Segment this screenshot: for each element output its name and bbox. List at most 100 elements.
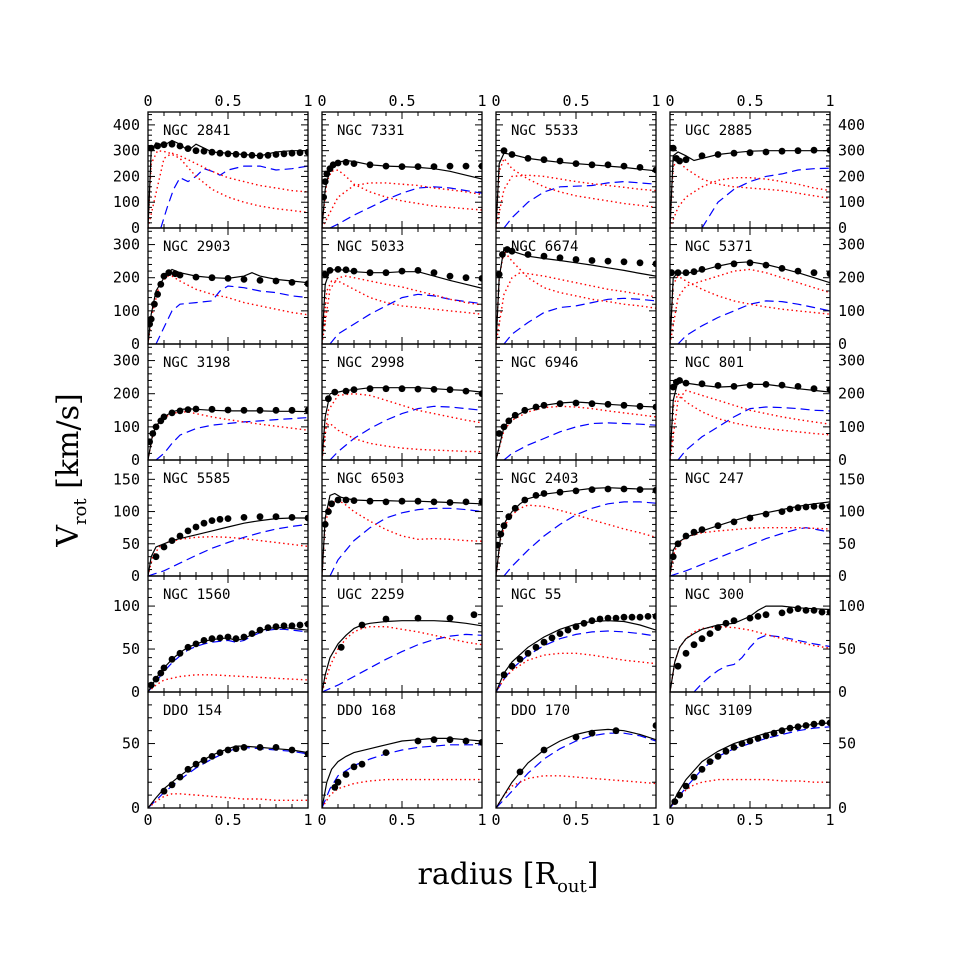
observed-point [532, 403, 540, 411]
panel-ngc-5585: NGC 5585 0 50 100 150 [113, 459, 309, 585]
observed-point [670, 144, 677, 152]
observed-point [248, 151, 256, 159]
observed-point [232, 150, 240, 158]
observed-point [350, 497, 358, 504]
panel-ngc-300: NGC 300 0 50 100 [669, 575, 865, 701]
observed-point [398, 163, 406, 171]
disk-curve [670, 625, 830, 692]
observed-point [676, 791, 683, 799]
observed-point [430, 269, 438, 277]
observed-point [818, 503, 826, 510]
panel-plot-area [670, 605, 830, 692]
observed-point [778, 727, 786, 735]
y-tick-label: 300 [838, 352, 865, 370]
observed-point [154, 142, 162, 150]
halo-curve [155, 417, 308, 460]
observed-point [256, 277, 264, 284]
observed-point [304, 750, 308, 758]
galaxy-name: NGC 5533 [511, 123, 578, 139]
observed-point [240, 633, 248, 641]
observed-point [256, 626, 264, 634]
disk-curve [496, 405, 656, 460]
panel-ngc-7331: NGC 7331 0 0.5 1 [317, 92, 487, 229]
observed-point [192, 760, 200, 768]
observed-point [524, 649, 532, 657]
galaxy-name: UGC 2885 [685, 123, 752, 139]
galaxy-name: NGC 6503 [337, 471, 404, 487]
halo-curve [503, 422, 656, 460]
observed-point [342, 387, 350, 395]
observed-point [674, 662, 682, 670]
x-axis-label: radius [Rout] [418, 857, 599, 897]
y-tick-label: 100 [838, 302, 865, 320]
galaxy-name: DDO 170 [511, 703, 570, 719]
halo-curve [693, 634, 830, 692]
observed-point [160, 141, 168, 149]
panel-ngc-2903: NGC 2903 0 100 200 300 [113, 227, 309, 353]
observed-point [430, 163, 438, 171]
observed-point [810, 607, 818, 614]
y-tick-label: 50 [122, 535, 140, 553]
observed-point [794, 383, 802, 390]
observed-point [224, 515, 232, 522]
panel-plot-area [322, 611, 482, 692]
observed-point [325, 395, 332, 403]
observed-point [682, 532, 690, 540]
halo-curve [677, 406, 830, 460]
x-tick-label: 1 [651, 92, 660, 110]
observed-point [644, 613, 652, 620]
observed-point [572, 160, 580, 168]
observed-point [478, 498, 482, 506]
observed-point [802, 607, 810, 614]
observed-point [690, 641, 698, 649]
observed-point [398, 497, 406, 505]
observed-point [398, 267, 406, 275]
y-tick-label: 0 [838, 451, 847, 469]
observed-point [446, 614, 454, 622]
observed-point [200, 519, 208, 527]
observed-point [730, 744, 738, 751]
observed-point [762, 611, 770, 619]
observed-point [698, 765, 706, 773]
disk-curve [322, 169, 482, 228]
y-axis-label: Vrot [km/s] [51, 393, 91, 547]
observed-point [548, 634, 556, 642]
x-tick-label: 0.5 [562, 811, 589, 829]
observed-point [414, 614, 422, 622]
observed-point [334, 159, 342, 167]
halo-curve [322, 633, 482, 692]
observed-point [328, 500, 335, 508]
disk-curve [322, 392, 482, 460]
observed-point [556, 254, 564, 262]
observed-point [288, 514, 296, 521]
observed-point [288, 622, 296, 630]
observed-point [240, 744, 248, 751]
x-tick-label: 1 [477, 811, 486, 829]
observed-point [620, 162, 628, 170]
y-tick-label: 50 [838, 735, 856, 753]
observed-point [382, 615, 390, 623]
halo-curve [155, 285, 308, 344]
observed-point [794, 267, 802, 275]
panel-plot-area [670, 501, 830, 576]
observed-point [778, 265, 786, 272]
panel-ngc-5371: NGC 5371 0 100 200 300 [669, 227, 865, 353]
observed-point [414, 497, 422, 505]
observed-point [288, 406, 296, 414]
observed-point [323, 170, 331, 178]
observed-point [192, 405, 200, 413]
y-tick-label: 100 [838, 503, 865, 521]
observed-point [208, 148, 216, 156]
galaxy-name: NGC 300 [685, 587, 744, 603]
observed-point [304, 620, 308, 628]
panel-plot-area [148, 405, 308, 460]
galaxy-name: NGC 2403 [511, 471, 578, 487]
y-tick-label: 200 [838, 385, 865, 403]
panel-ngc-55: NGC 55 [495, 575, 657, 693]
observed-point [192, 273, 200, 281]
observed-point [698, 635, 706, 643]
observed-point [152, 553, 160, 561]
observed-point [224, 633, 232, 641]
x-tick-label: 1 [825, 811, 834, 829]
y-tick-label: 0 [838, 567, 847, 585]
